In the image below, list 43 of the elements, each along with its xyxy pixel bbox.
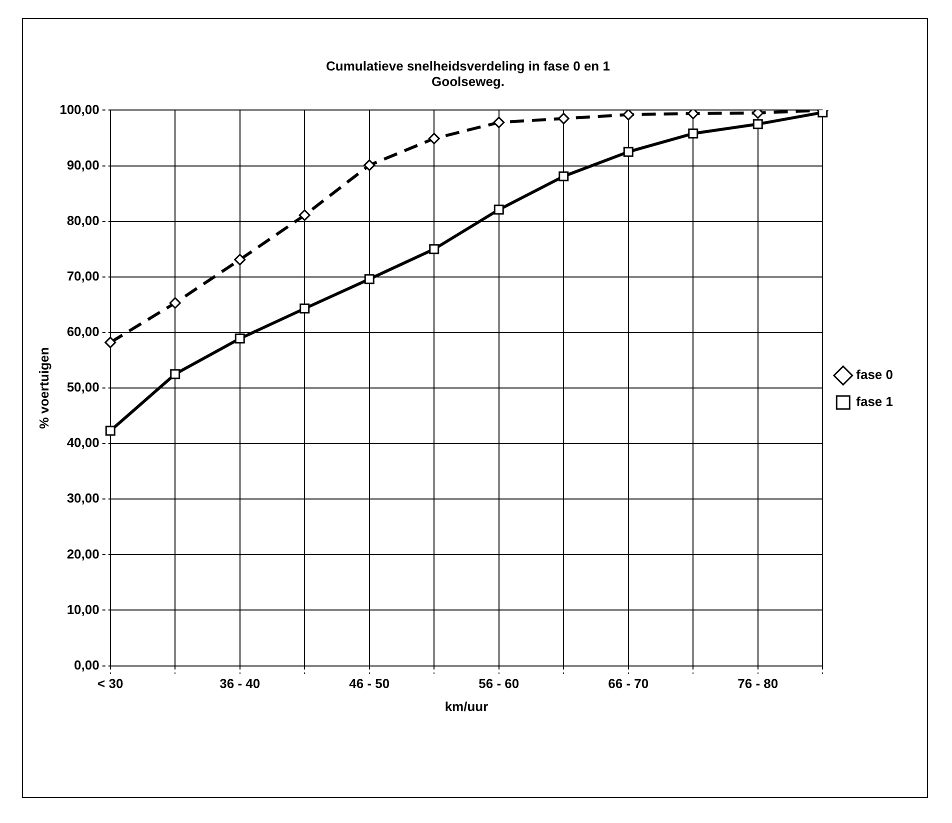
point [364, 274, 374, 284]
point [687, 110, 699, 120]
point [234, 254, 246, 266]
y-tick-label: 40,00 [66, 435, 100, 450]
point [622, 110, 634, 120]
y-tick-label: 30,00 [66, 490, 100, 506]
chart-title: Cumulatieve snelheidsverdeling in fase 0 en 1 Goolseweg. [326, 58, 610, 89]
point [170, 369, 180, 380]
y-tick-label: 50,00 [66, 380, 100, 395]
point [234, 334, 245, 344]
point [752, 119, 763, 130]
point [493, 116, 505, 128]
point [300, 304, 310, 314]
y-tick-label: 10,00 [66, 602, 100, 617]
x-tick-label: 76 - 80 [738, 676, 778, 692]
point [169, 297, 181, 309]
y-tick-label: 100,00 [60, 102, 100, 117]
point [558, 112, 570, 124]
x-tick-label: 36 - 40 [220, 676, 260, 692]
y-tick-label: 60,00 [66, 324, 100, 340]
y-axis-title: % voertuigen [36, 347, 52, 429]
legend-label: fase 1 [856, 394, 894, 410]
point [558, 171, 569, 182]
point [623, 146, 634, 157]
legend-label: fase 0 [856, 367, 894, 382]
point [494, 204, 504, 215]
y-tick-label: 90,00 [66, 157, 100, 172]
x-tick-label: 56 - 60 [478, 676, 520, 692]
x-tick-label: 66 - 70 [608, 676, 649, 692]
point [429, 244, 440, 254]
x-axis-title: km/uur [444, 698, 488, 714]
point [364, 159, 376, 171]
y-tick-label: 80,00 [66, 212, 100, 228]
point [104, 336, 116, 348]
y-tick-label: 70,00 [66, 268, 100, 284]
point [428, 132, 440, 144]
y-tick-label: 20,00 [66, 546, 100, 562]
point [688, 128, 698, 139]
x-tick-label: 46 - 50 [349, 676, 390, 692]
y-tick-label: 0,00 [74, 657, 100, 672]
point [298, 209, 310, 221]
x-tick-label: < 30 [98, 676, 124, 692]
point [105, 426, 116, 436]
